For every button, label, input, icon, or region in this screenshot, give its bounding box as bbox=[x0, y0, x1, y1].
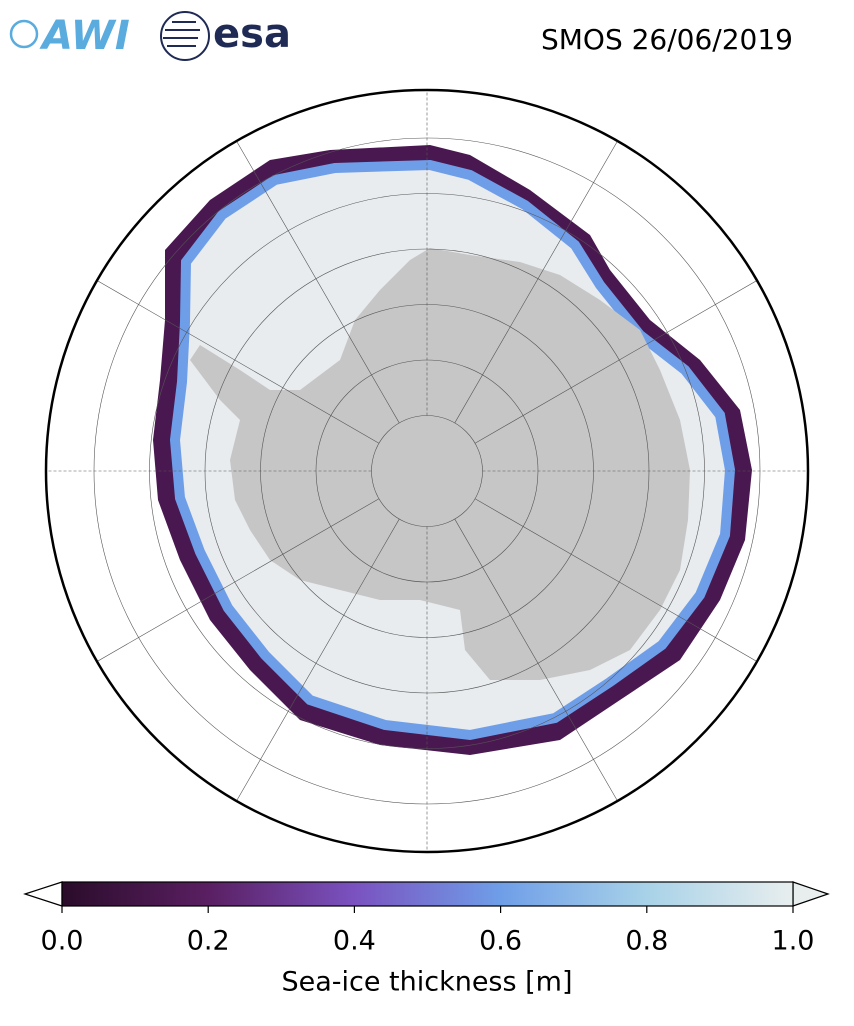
colorbar-bar bbox=[61, 881, 794, 907]
meridian bbox=[226, 518, 400, 818]
logo-text: esa bbox=[213, 11, 291, 57]
esa-logo: esa bbox=[160, 11, 291, 61]
map-title: SMOS 26/06/2019 bbox=[541, 23, 793, 56]
map-boundary bbox=[44, 88, 810, 854]
awi-logo: AWI bbox=[9, 13, 130, 59]
colorbar-tick-label: 0.4 bbox=[333, 926, 376, 957]
meridian bbox=[454, 124, 628, 424]
meridian bbox=[474, 498, 774, 672]
logo-text: AWI bbox=[39, 13, 130, 59]
colorbar-extend-min bbox=[23, 881, 63, 907]
map bbox=[46, 90, 808, 852]
colorbar-tick-label: 0.8 bbox=[625, 926, 668, 957]
graticule bbox=[46, 90, 808, 852]
colorbar-tick-label: 0.2 bbox=[187, 926, 230, 957]
meridian bbox=[80, 498, 380, 672]
antarctica bbox=[190, 248, 690, 680]
colorbar bbox=[23, 881, 830, 913]
meridian bbox=[226, 124, 400, 424]
colorbar-extend-max bbox=[792, 881, 830, 907]
meridian bbox=[474, 270, 774, 444]
colorbar-label: Sea-ice thickness [m] bbox=[281, 967, 572, 998]
meridian bbox=[80, 270, 380, 444]
colorbar-tick-label: 1.0 bbox=[772, 926, 815, 957]
colorbar-tick-label: 0.6 bbox=[479, 926, 522, 957]
colorbar-tick-label: 0.0 bbox=[41, 926, 84, 957]
meridian bbox=[454, 518, 628, 818]
